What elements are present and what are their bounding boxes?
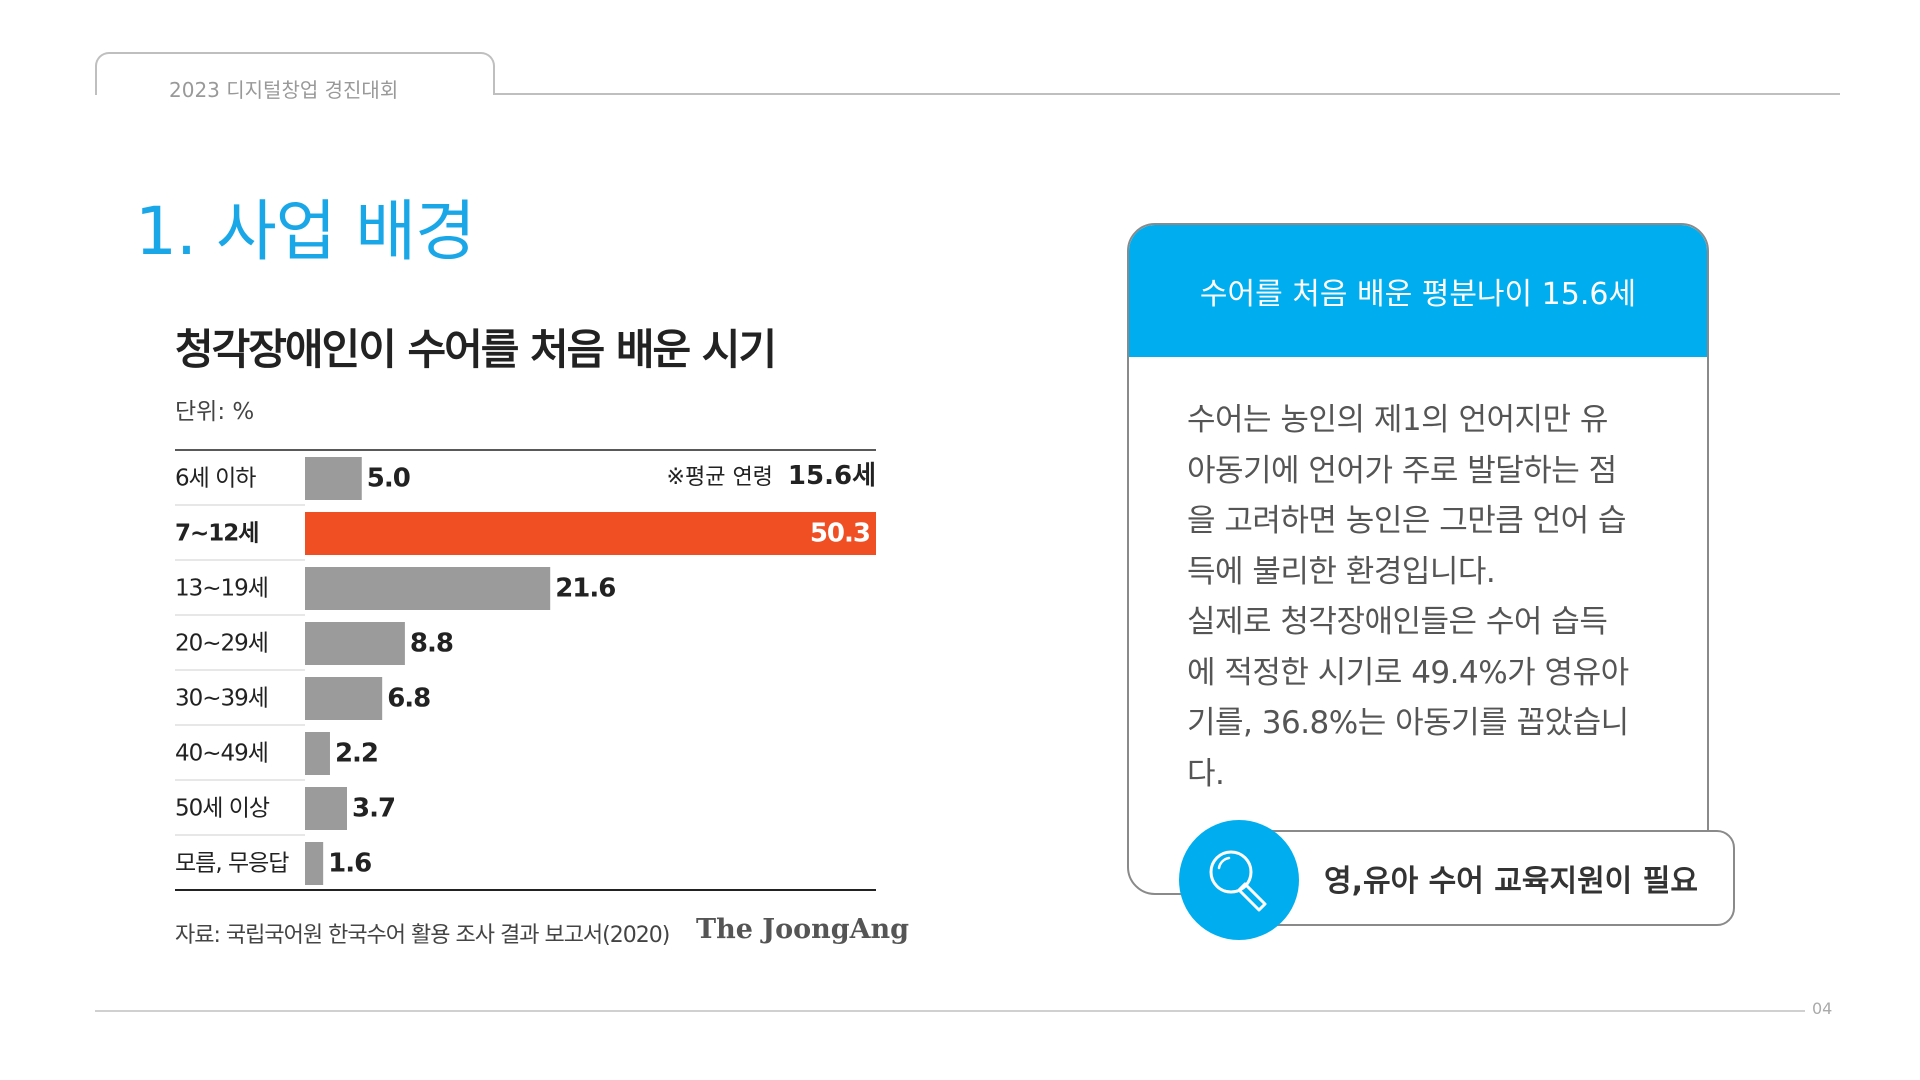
callout-box: 영,유아 수어 교육지원이 필요 [1237, 830, 1735, 926]
category-label: 13~19세 [175, 576, 268, 602]
publisher-logo: The JoongAng [696, 914, 910, 945]
event-title: 2023 디지털창업 경진대회 [169, 78, 399, 102]
category-label: 7~12세 [175, 521, 258, 547]
category-label: 모름, 무응답 [175, 851, 289, 877]
bar-highlight [305, 512, 876, 555]
category-label: 20~29세 [175, 631, 268, 657]
bar [305, 732, 330, 775]
value-label: 6.8 [387, 684, 430, 714]
card-header: 수어를 처음 배운 평분나이 15.6세 [1129, 225, 1707, 357]
category-label: 6세 이하 [175, 466, 256, 492]
bar [305, 677, 383, 720]
card-body: 수어는 농인의 제1의 언어지만 유 아동기에 언어가 주로 발달하는 점 을 … [1187, 402, 1629, 792]
chart-title: 청각장애인이 수어를 처음 배운 시기 [175, 325, 777, 374]
footer-divider [95, 1010, 1805, 1012]
value-label: 21.6 [555, 574, 615, 604]
category-label: 50세 이상 [175, 796, 270, 822]
chart-unit: 단위: % [175, 399, 255, 425]
bar [305, 622, 405, 665]
value-label: 8.8 [410, 629, 453, 659]
value-label: 2.2 [335, 739, 378, 769]
callout-badge [1179, 820, 1299, 940]
bar [305, 787, 348, 830]
annotation-value: 15.6세 [788, 461, 876, 491]
value-label: 50.3 [810, 519, 870, 549]
header-tab: 2023 디지털창업 경진대회 [95, 52, 495, 102]
average-age-annotation: ※평균 연령 15.6세 [667, 461, 876, 491]
value-label: 3.7 [352, 794, 395, 824]
bar [305, 457, 362, 500]
bar [305, 842, 324, 885]
header-divider [495, 93, 1840, 95]
category-label: 40~49세 [175, 741, 268, 767]
search-icon [1209, 850, 1267, 912]
value-label: 5.0 [367, 464, 410, 494]
callout-text: 영,유아 수어 교육지원이 필요 [1324, 864, 1698, 899]
chart-source: 자료: 국립국어원 한국수어 활용 조사 결과 보고서(2020) [175, 923, 670, 948]
info-card: 수어를 처음 배운 평분나이 15.6세 수어는 농인의 제1의 언어지만 유 … [1127, 223, 1709, 895]
bar-chart: ※평균 연령 15.6세 6세 이하 5.0 7~12세 50.3 13~19세 21.6… [175, 449, 876, 891]
page-number: 04 [1812, 999, 1833, 1018]
category-label: 30~39세 [175, 686, 268, 712]
bar [305, 567, 551, 610]
page-title: 1. 사업 배경 [135, 193, 476, 270]
value-label: 1.6 [328, 849, 371, 879]
annotation-prefix: ※평균 연령 [667, 465, 773, 490]
